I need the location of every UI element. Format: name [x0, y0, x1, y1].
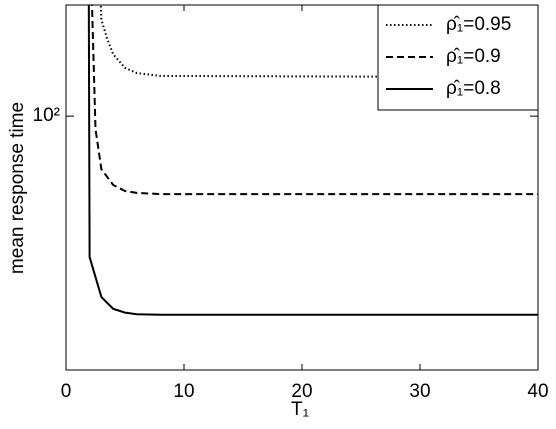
legend-label: ρ̂₁=0.9: [446, 46, 501, 67]
legend-label: ρ̂₁=0.8: [446, 78, 501, 99]
series-line: [87, 5, 538, 316]
x-tick-label: 0: [61, 381, 72, 402]
x-tick-label: 40: [527, 381, 548, 402]
plot-lines: [87, 5, 538, 316]
x-tick-label: 10: [173, 381, 194, 402]
x-tick-label: 20: [291, 381, 312, 402]
legend-box: [377, 4, 539, 111]
series-line: [90, 5, 538, 196]
legend-label: ρ̂₁=0.95: [446, 14, 511, 35]
x-axis-label: T₁: [291, 399, 309, 420]
series-line: [99, 5, 538, 79]
x-tick-label: 30: [409, 381, 430, 402]
y-axis-label: mean response time: [7, 102, 28, 274]
y-tick-label: 10²: [33, 105, 60, 126]
